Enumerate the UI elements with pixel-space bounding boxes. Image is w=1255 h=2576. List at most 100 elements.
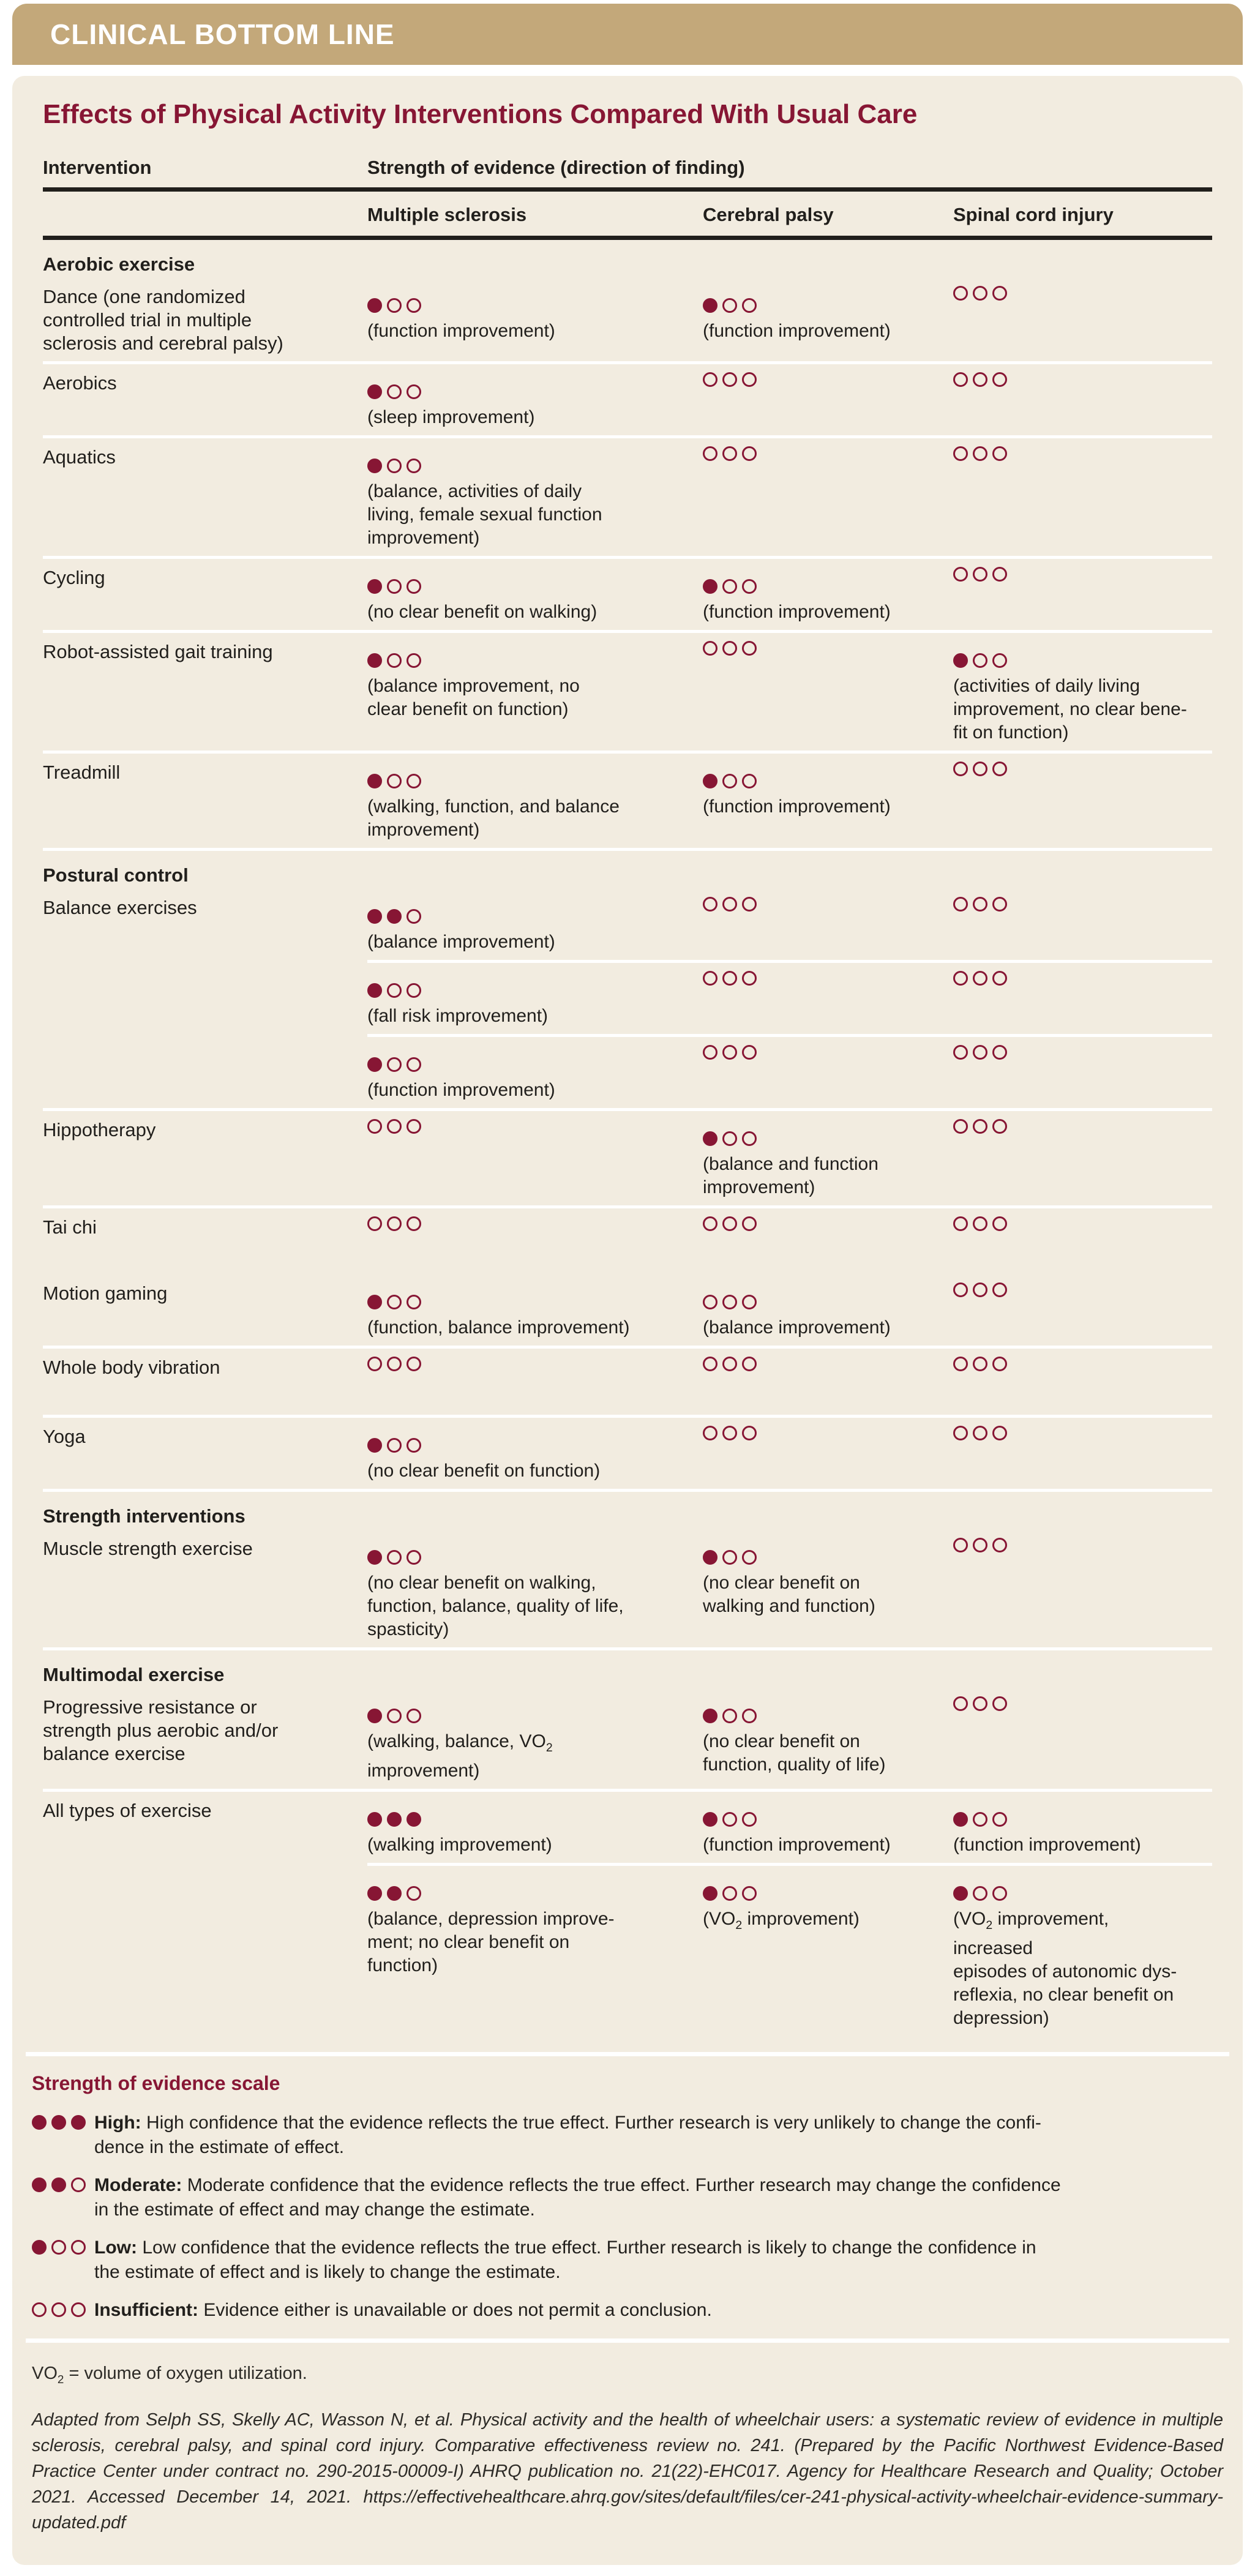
table-row: (function improvement) [43, 1037, 1212, 1108]
evidence-dot-empty [742, 1426, 757, 1440]
intervention-label [43, 970, 367, 1028]
evidence-dots [367, 983, 682, 998]
evidence-dots [367, 908, 682, 924]
evidence-dots [703, 1131, 932, 1147]
evidence-dot-empty [742, 1886, 757, 1901]
evidence-caption: (balance improvement) [703, 1317, 891, 1338]
intervention-label [43, 1044, 367, 1102]
evidence-dot-empty [367, 1357, 382, 1371]
intervention-label: Tai chi [43, 1216, 97, 1238]
evidence-dot-empty [973, 1696, 987, 1711]
evidence-dots [703, 970, 932, 986]
evidence-dot-empty [387, 579, 402, 594]
condition-header-spacer [43, 204, 367, 226]
evidence-cell: (fall risk improvement) [367, 970, 703, 1028]
evidence-cell: (function improvement) [953, 1799, 1212, 1857]
legend-term: Low: [94, 2237, 137, 2258]
evidence-dot-empty [992, 1812, 1007, 1827]
section-header: Postural control [43, 864, 189, 886]
row-separator [43, 1205, 1212, 1208]
intervention-label: All types of exercise [43, 1800, 212, 1821]
evidence-caption: (function improvement) [703, 1835, 891, 1855]
legend-term: Moderate: [94, 2175, 182, 2195]
evidence-dot-empty [742, 372, 757, 387]
row-separator [43, 1647, 1212, 1650]
evidence-dot-empty [406, 1057, 421, 1072]
evidence-dots [703, 1044, 932, 1060]
evidence-dot-empty [722, 298, 737, 313]
evidence-caption: (function improvement) [703, 796, 891, 817]
evidence-cell: (sleep improvement) [367, 372, 703, 429]
citation: Adapted from Selph SS, Skelly AC, Wasson… [32, 2409, 1223, 2533]
evidence-dot-filled [367, 459, 382, 473]
evidence-dots [367, 653, 682, 668]
evidence-caption: (function improvement) [703, 602, 891, 622]
evidence-dot-empty [387, 298, 402, 313]
legend-item: High: High confidence that the evidence … [32, 2111, 1223, 2160]
evidence-dot-empty [992, 1426, 1007, 1440]
evidence-dot-empty [703, 971, 717, 986]
evidence-dot-filled [953, 1886, 968, 1901]
evidence-dot-empty [703, 1295, 717, 1309]
evidence-dot-filled [367, 1550, 382, 1565]
evidence-cell [703, 1216, 953, 1268]
evidence-table: Intervention Strength of evidence (direc… [43, 157, 1212, 2036]
evidence-dot-empty [992, 1045, 1007, 1060]
evidence-dot-empty [387, 459, 402, 473]
evidence-dot-empty [406, 1295, 421, 1309]
evidence-dots [703, 1708, 932, 1724]
evidence-dot-empty [722, 641, 737, 656]
evidence-dots [953, 970, 1191, 986]
section-header: Aerobic exercise [43, 253, 195, 275]
evidence-dot-filled [51, 2177, 66, 2192]
evidence-dot-filled [367, 1438, 382, 1453]
evidence-dot-empty [742, 1709, 757, 1723]
evidence-dot-empty [722, 774, 737, 788]
evidence-dot-empty [387, 1057, 402, 1072]
row-separator [43, 848, 1212, 851]
evidence-cell [953, 285, 1212, 355]
evidence-dot-empty [387, 1295, 402, 1309]
evidence-dot-empty [406, 774, 421, 788]
row-separator [43, 751, 1212, 754]
evidence-dot-filled [71, 2115, 86, 2130]
evidence-dots [367, 384, 682, 400]
vo2-footnote: VO2 = volume of oxygen utilization. [32, 2364, 307, 2386]
evidence-dot-empty [406, 983, 421, 998]
evidence-dot-empty [722, 579, 737, 594]
evidence-dots [703, 1216, 932, 1232]
evidence-dot-empty [953, 372, 968, 387]
table-header-row: Intervention Strength of evidence (direc… [43, 157, 1212, 187]
row-separator [43, 1346, 1212, 1349]
evidence-cell: (function improvement) [703, 566, 953, 624]
evidence-dot-empty [722, 1709, 737, 1723]
evidence-caption: (walking, function, and balance improvem… [367, 796, 620, 840]
evidence-dots [953, 1282, 1191, 1298]
evidence-cell: (no clear benefit on walking, function, … [367, 1537, 703, 1641]
evidence-cell [367, 1118, 703, 1199]
evidence-cell: (balance and function improvement) [703, 1118, 953, 1199]
table-row: Muscle strength exercise (no clear benef… [43, 1530, 1212, 1647]
evidence-dot-filled [703, 298, 717, 313]
evidence-caption: (no clear benefit on walking, function, … [367, 1573, 624, 1639]
evidence-dot-empty [703, 1045, 717, 1060]
evidence-dot-filled [367, 298, 382, 313]
evidence-dot-empty [953, 1045, 968, 1060]
evidence-dot-filled [387, 1812, 402, 1827]
evidence-dot-filled [703, 1709, 717, 1723]
evidence-dot-empty [722, 1357, 737, 1371]
legend-text: Low confidence that the evidence reflect… [94, 2237, 1036, 2282]
evidence-dot-empty [953, 286, 968, 301]
evidence-cell: (function improvement) [367, 1044, 703, 1102]
intervention-label: Cycling [43, 567, 105, 588]
intervention-label: Aquatics [43, 446, 116, 468]
evidence-dot-empty [722, 1426, 737, 1440]
evidence-dot-empty [992, 1216, 1007, 1231]
intervention-label: Yoga [43, 1426, 86, 1447]
evidence-caption: (VO2 improvement, increased episodes of … [953, 1909, 1177, 2028]
evidence-dot-empty [703, 446, 717, 461]
evidence-caption: (fall risk improvement) [367, 1006, 549, 1026]
evidence-dot-empty [953, 567, 968, 582]
evidence-dot-empty [742, 1131, 757, 1146]
evidence-dots [953, 653, 1191, 668]
